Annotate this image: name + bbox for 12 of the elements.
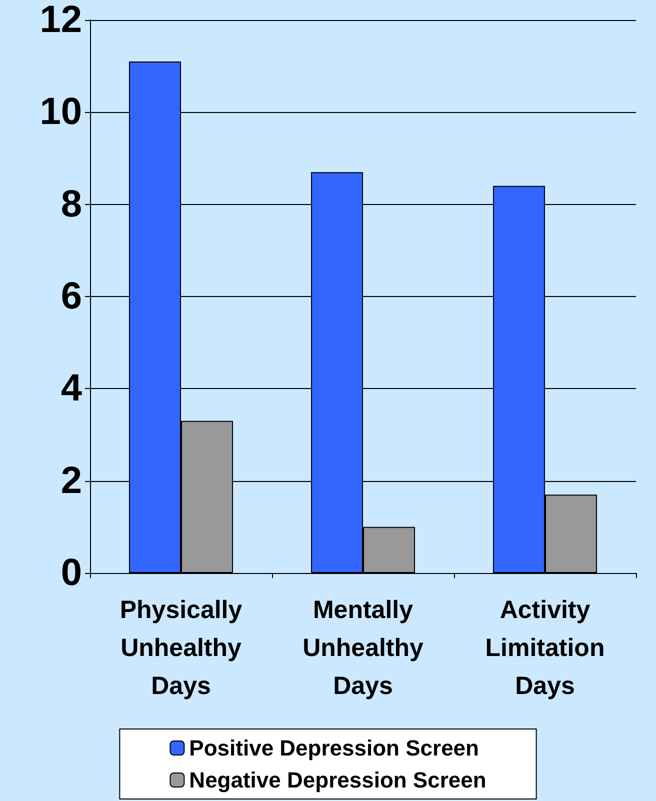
y-tick-label: 10 (40, 91, 82, 134)
x-tick-label: Activity Limitation Days (485, 596, 605, 700)
y-tick-label: 2 (60, 460, 82, 502)
y-tick-label: 12 (40, 0, 82, 41)
y-tick-label: 8 (60, 183, 82, 226)
legend-label: Negative Depression Screen (189, 768, 486, 792)
x-tick-label: Physically Unhealthy Days (120, 596, 242, 700)
legend-label: Positive Depression Screen (189, 736, 479, 760)
x-tick-label: Mentally Unhealthy Days (302, 596, 424, 700)
y-tick-label: 4 (60, 368, 82, 410)
y-tick-label: 6 (60, 276, 82, 318)
y-tick-label: 0 (60, 552, 82, 594)
